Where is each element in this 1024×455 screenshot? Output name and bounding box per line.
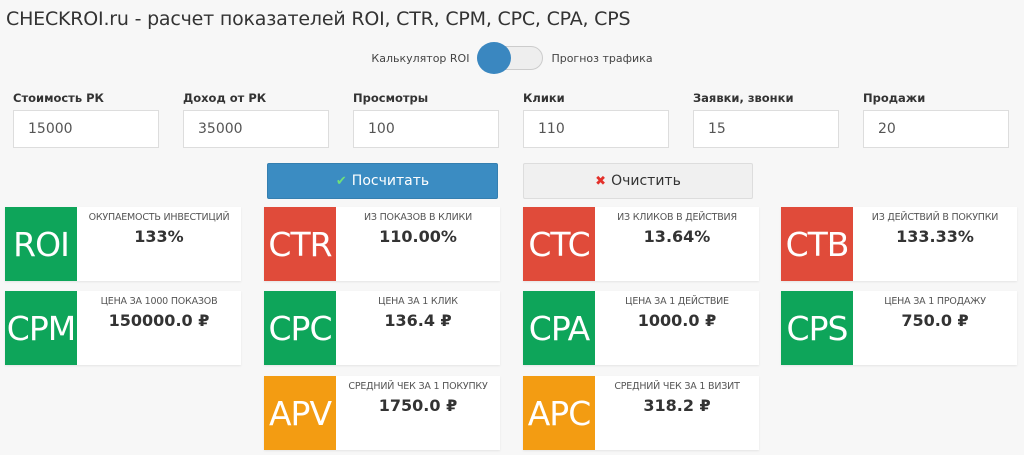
metric-value: 136.4 ₽ <box>384 311 452 330</box>
metric-value: 750.0 ₽ <box>901 311 969 330</box>
leads-input[interactable] <box>693 110 839 148</box>
field-label: Стоимость РК <box>13 91 104 105</box>
metric-card-apc: APC Средний чек за 1 визит 318.2 ₽ <box>523 376 759 450</box>
metric-card-roi: ROI Окупаемость инвестиций 133% <box>5 207 241 281</box>
metric-badge: CPS <box>781 291 853 365</box>
metric-badge: APV <box>264 376 336 450</box>
metric-badge: CTC <box>523 207 595 281</box>
sales-input[interactable] <box>863 110 1009 148</box>
field-leads: Заявки, звонки <box>693 91 839 148</box>
metric-caption: Окупаемость инвестиций <box>88 212 230 223</box>
metric-value: 110.00% <box>379 227 457 246</box>
views-input[interactable] <box>353 110 499 148</box>
clicks-input[interactable] <box>523 110 669 148</box>
metric-card-cpm: CPM Цена за 1000 показов 150000.0 ₽ <box>5 291 241 365</box>
metric-caption: Цена за 1 клик <box>378 296 458 307</box>
metric-card-cps: CPS Цена за 1 продажу 750.0 ₽ <box>781 291 1017 365</box>
close-icon: ✖ <box>595 173 607 189</box>
page-title: CHECKROI.ru - расчет показателей ROI, CT… <box>6 8 631 30</box>
field-label: Продажи <box>863 91 926 105</box>
toggle-knob[interactable] <box>477 42 512 74</box>
metric-caption: Цена за 1000 показов <box>100 296 218 307</box>
metric-caption: Из действий в покупки <box>871 212 999 223</box>
metric-caption: Средний чек за 1 покупку <box>348 381 488 392</box>
metric-card-ctc: CTC Из кликов в действия 13.64% <box>523 207 759 281</box>
clear-label: Очистить <box>611 173 681 189</box>
clear-button[interactable]: ✖ Очистить <box>523 163 753 199</box>
metric-value: 1750.0 ₽ <box>378 396 458 415</box>
metric-caption: Из показов в клики <box>364 212 472 223</box>
metric-badge: CTB <box>781 207 853 281</box>
field-label: Просмотры <box>353 91 429 105</box>
mode-toggle[interactable] <box>477 42 544 74</box>
metric-badge: APC <box>523 376 595 450</box>
metric-card-cpc: CPC Цена за 1 клик 136.4 ₽ <box>264 291 500 365</box>
metric-value: 150000.0 ₽ <box>108 311 210 330</box>
mode-label-roi[interactable]: Калькулятор ROI <box>371 51 470 65</box>
metric-badge: CPA <box>523 291 595 365</box>
field-campaign-cost: Стоимость РК <box>13 91 159 148</box>
metric-value: 13.64% <box>643 227 711 246</box>
metric-caption: Цена за 1 продажу <box>884 296 986 307</box>
field-campaign-income: Доход от РК <box>183 91 329 148</box>
field-sales: Продажи <box>863 91 1009 148</box>
check-icon: ✔ <box>335 173 347 189</box>
metric-badge: CTR <box>264 207 336 281</box>
metric-card-apv: APV Средний чек за 1 покупку 1750.0 ₽ <box>264 376 500 450</box>
metric-badge: CPM <box>5 291 77 365</box>
field-views: Просмотры <box>353 91 499 148</box>
campaign-cost-input[interactable] <box>13 110 159 148</box>
metric-caption: Средний чек за 1 визит <box>614 381 740 392</box>
field-label: Доход от РК <box>183 91 267 105</box>
metric-value: 133% <box>134 227 184 246</box>
metric-value: 318.2 ₽ <box>643 396 711 415</box>
mode-label-traffic[interactable]: Прогноз трафика <box>551 51 653 65</box>
metric-caption: Из кликов в действия <box>617 212 737 223</box>
mode-switch-row: Калькулятор ROI Прогноз трафика <box>0 42 1024 74</box>
campaign-income-input[interactable] <box>183 110 329 148</box>
field-label: Клики <box>523 91 565 105</box>
metric-caption: Цена за 1 действие <box>625 296 729 307</box>
metric-card-cpa: CPA Цена за 1 действие 1000.0 ₽ <box>523 291 759 365</box>
field-clicks: Клики <box>523 91 669 148</box>
metric-value: 1000.0 ₽ <box>637 311 717 330</box>
metric-badge: ROI <box>5 207 77 281</box>
calculate-button[interactable]: ✔ Посчитать <box>267 163 498 199</box>
calculate-label: Посчитать <box>351 173 430 189</box>
metric-badge: CPC <box>264 291 336 365</box>
metric-card-ctr: CTR Из показов в клики 110.00% <box>264 207 500 281</box>
field-label: Заявки, звонки <box>693 91 794 105</box>
metric-value: 133.33% <box>896 227 974 246</box>
metric-card-ctb: CTB Из действий в покупки 133.33% <box>781 207 1017 281</box>
